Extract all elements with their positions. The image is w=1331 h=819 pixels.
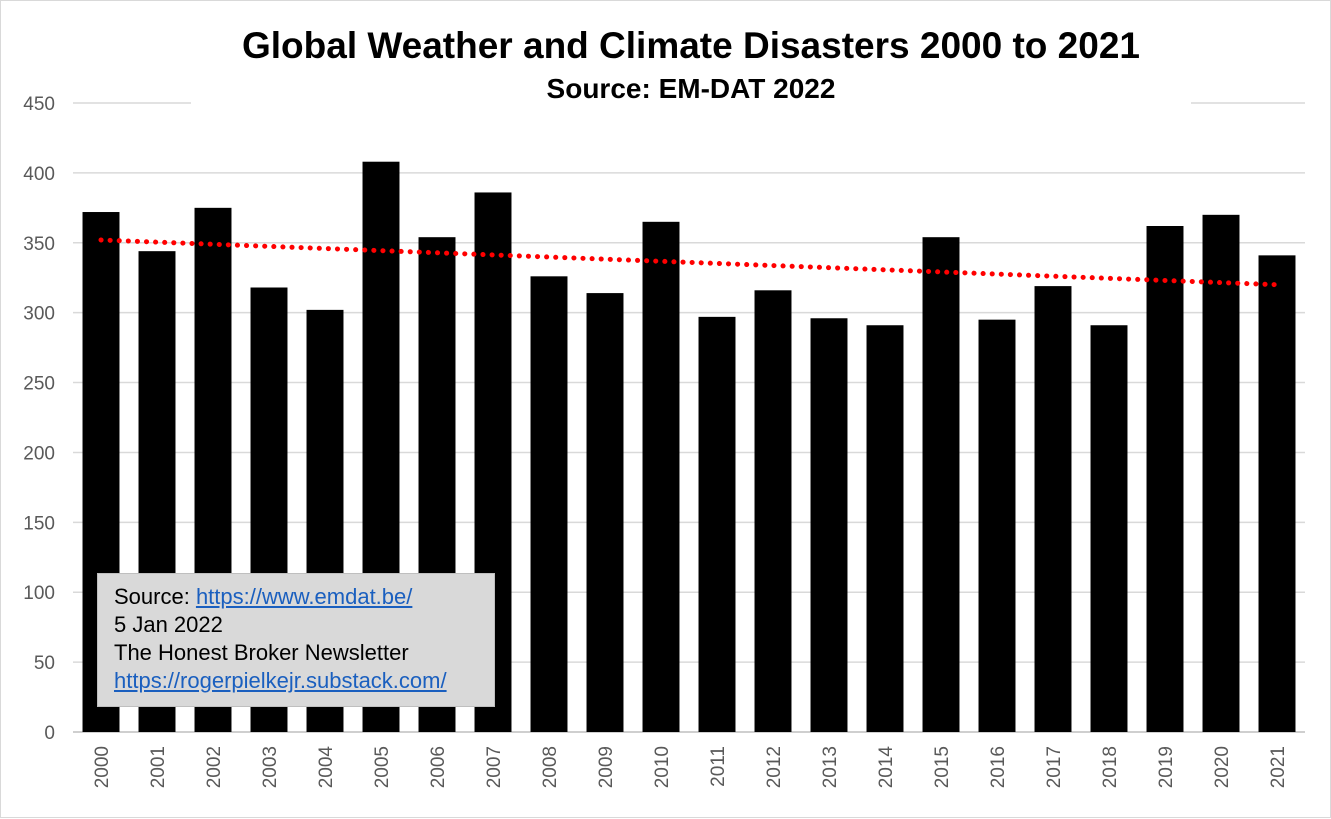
newsletter-name: The Honest Broker Newsletter: [114, 640, 409, 665]
x-tick-label: 2003: [260, 746, 281, 788]
chart-subtitle: Source: EM-DAT 2022: [546, 73, 836, 104]
y-axis-ticks: 0 50 100 150 200 250 300 350 400 450: [23, 94, 55, 744]
bar-2017: [1034, 286, 1072, 732]
bar-2012: [754, 290, 792, 732]
y-tick-label: 200: [23, 443, 55, 464]
y-tick-label: 50: [34, 653, 55, 674]
bar-2008: [530, 276, 568, 732]
y-tick-label: 350: [23, 234, 55, 255]
x-tick-label: 2010: [652, 746, 673, 788]
annotation-date: 5 Jan 2022: [114, 612, 223, 637]
y-tick-label: 300: [23, 304, 55, 325]
y-tick-label: 150: [23, 513, 55, 534]
x-tick-label: 2013: [820, 746, 841, 788]
newsletter-link[interactable]: https://rogerpielkejr.substack.com/: [114, 668, 447, 693]
bar-2016: [978, 319, 1016, 732]
x-tick-label: 2006: [428, 746, 449, 788]
chart-title-block: Global Weather and Climate Disasters 200…: [191, 23, 1191, 107]
bar-2010: [642, 221, 680, 733]
x-tick-label: 2005: [372, 746, 393, 788]
x-tick-label: 2007: [484, 746, 505, 788]
x-tick-label: 2017: [1044, 746, 1065, 788]
bar-2009: [586, 293, 624, 732]
x-tick-label: 2009: [596, 746, 617, 788]
x-axis-ticks: 2000 2001 2002 2003 2004 2005 2006 2007 2008 2009…: [92, 746, 1289, 789]
y-tick-label: 0: [44, 723, 55, 744]
bar-2011: [698, 316, 736, 732]
bar-2021: [1258, 255, 1296, 732]
source-line: Source: https://www.emdat.be/: [114, 583, 478, 611]
source-link[interactable]: https://www.emdat.be/: [195, 584, 413, 609]
bar-2018: [1090, 325, 1128, 732]
y-tick-label: 400: [23, 164, 55, 185]
y-tick-label: 100: [23, 583, 55, 604]
x-tick-label: 2014: [876, 746, 897, 789]
x-tick-label: 2000: [92, 746, 113, 788]
x-tick-label: 2001: [148, 746, 169, 788]
x-tick-label: 2020: [1212, 746, 1233, 788]
bar-2020: [1202, 214, 1240, 733]
bar-2015: [922, 237, 960, 733]
trendline: [98, 237, 1280, 288]
x-tick-label: 2015: [932, 746, 953, 788]
bars: [82, 161, 1296, 733]
x-tick-label: 2008: [540, 746, 561, 788]
x-tick-label: 2011: [708, 746, 729, 787]
y-tick-label: 250: [23, 374, 55, 395]
x-tick-label: 2004: [316, 746, 337, 789]
x-tick-label: 2016: [988, 746, 1009, 788]
x-tick-label: 2012: [764, 746, 785, 788]
source-annotation: Source: https://www.emdat.be/ 5 Jan 2022…: [97, 573, 495, 707]
x-tick-label: 2002: [204, 746, 225, 788]
trendline-line: [98, 237, 1280, 288]
x-tick-label: 2019: [1156, 746, 1177, 788]
bar-2014: [866, 325, 904, 732]
source-prefix: Source:: [114, 584, 196, 609]
chart-title: Global Weather and Climate Disasters 200…: [242, 25, 1140, 66]
x-tick-label: 2018: [1100, 746, 1121, 788]
x-tick-label: 2021: [1268, 746, 1289, 788]
bar-2013: [810, 318, 848, 732]
y-tick-label: 450: [23, 94, 55, 115]
bar-2019: [1146, 226, 1184, 732]
